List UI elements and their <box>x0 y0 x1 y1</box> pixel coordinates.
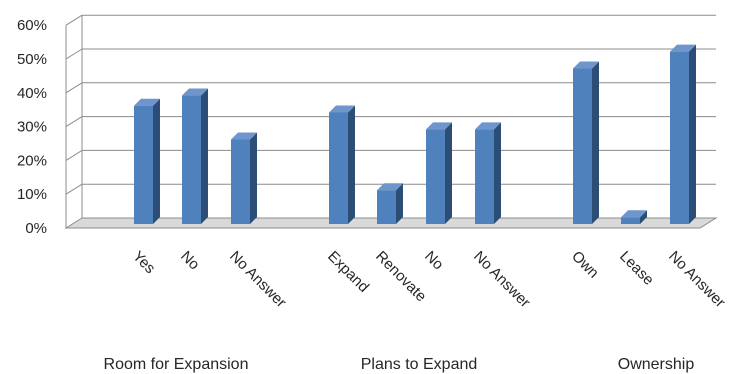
x-category-label: Own <box>568 248 602 282</box>
bar <box>329 112 348 224</box>
x-group-label: Room for Expansion <box>104 356 249 373</box>
y-tick-label: 20% <box>17 152 47 169</box>
gridline-side <box>65 82 83 94</box>
x-category-label: Lease <box>616 248 657 289</box>
bar-top <box>377 183 403 191</box>
bar-top <box>231 132 257 140</box>
gridline-side <box>65 183 83 195</box>
bar-top <box>329 105 355 113</box>
x-group-label: Ownership <box>618 356 695 373</box>
bar-top <box>134 98 160 106</box>
bar-side <box>396 183 403 224</box>
gridline-side <box>65 149 83 161</box>
y-tick-label: 10% <box>17 186 47 203</box>
x-category-label: Expand <box>324 248 372 296</box>
bar-side <box>153 98 160 224</box>
y-tick-label: 30% <box>17 119 47 136</box>
y-tick-label: 50% <box>17 51 47 68</box>
bar-side <box>640 210 647 224</box>
y-tick-label: 60% <box>17 17 47 34</box>
gridline-side <box>65 14 83 26</box>
bar <box>621 217 640 224</box>
bar <box>182 95 201 224</box>
x-category-label: No <box>177 248 203 274</box>
bar-top <box>426 122 452 130</box>
x-category-label: No Answer <box>665 248 728 311</box>
y-tick-label: 40% <box>17 85 47 102</box>
bar-side <box>445 122 452 224</box>
bar-side <box>689 44 696 225</box>
bar-side <box>201 88 208 224</box>
gridline-side <box>65 48 83 60</box>
x-category-label: No <box>421 248 447 274</box>
bar <box>670 51 689 225</box>
x-category-label: No Answer <box>226 248 289 311</box>
bar-side <box>592 61 599 224</box>
bar-side <box>348 105 355 224</box>
bar-top <box>621 210 647 218</box>
bar-side <box>494 122 501 224</box>
bar-top <box>475 122 501 130</box>
bar <box>573 68 592 225</box>
x-group-label: Plans to Expand <box>361 356 478 373</box>
bar <box>426 129 445 224</box>
y-tick-label: 0% <box>25 220 47 237</box>
bar-top <box>573 61 599 69</box>
gridline-side <box>65 116 83 128</box>
bar-side <box>250 132 257 224</box>
x-category-label: No Answer <box>470 248 533 311</box>
bar <box>231 139 250 224</box>
bar <box>377 190 396 224</box>
bar-top <box>670 44 696 52</box>
bar <box>134 105 153 224</box>
x-category-label: Yes <box>129 248 158 277</box>
bar-top <box>182 88 208 96</box>
x-category-label: Renovate <box>372 248 429 305</box>
bar <box>475 129 494 224</box>
